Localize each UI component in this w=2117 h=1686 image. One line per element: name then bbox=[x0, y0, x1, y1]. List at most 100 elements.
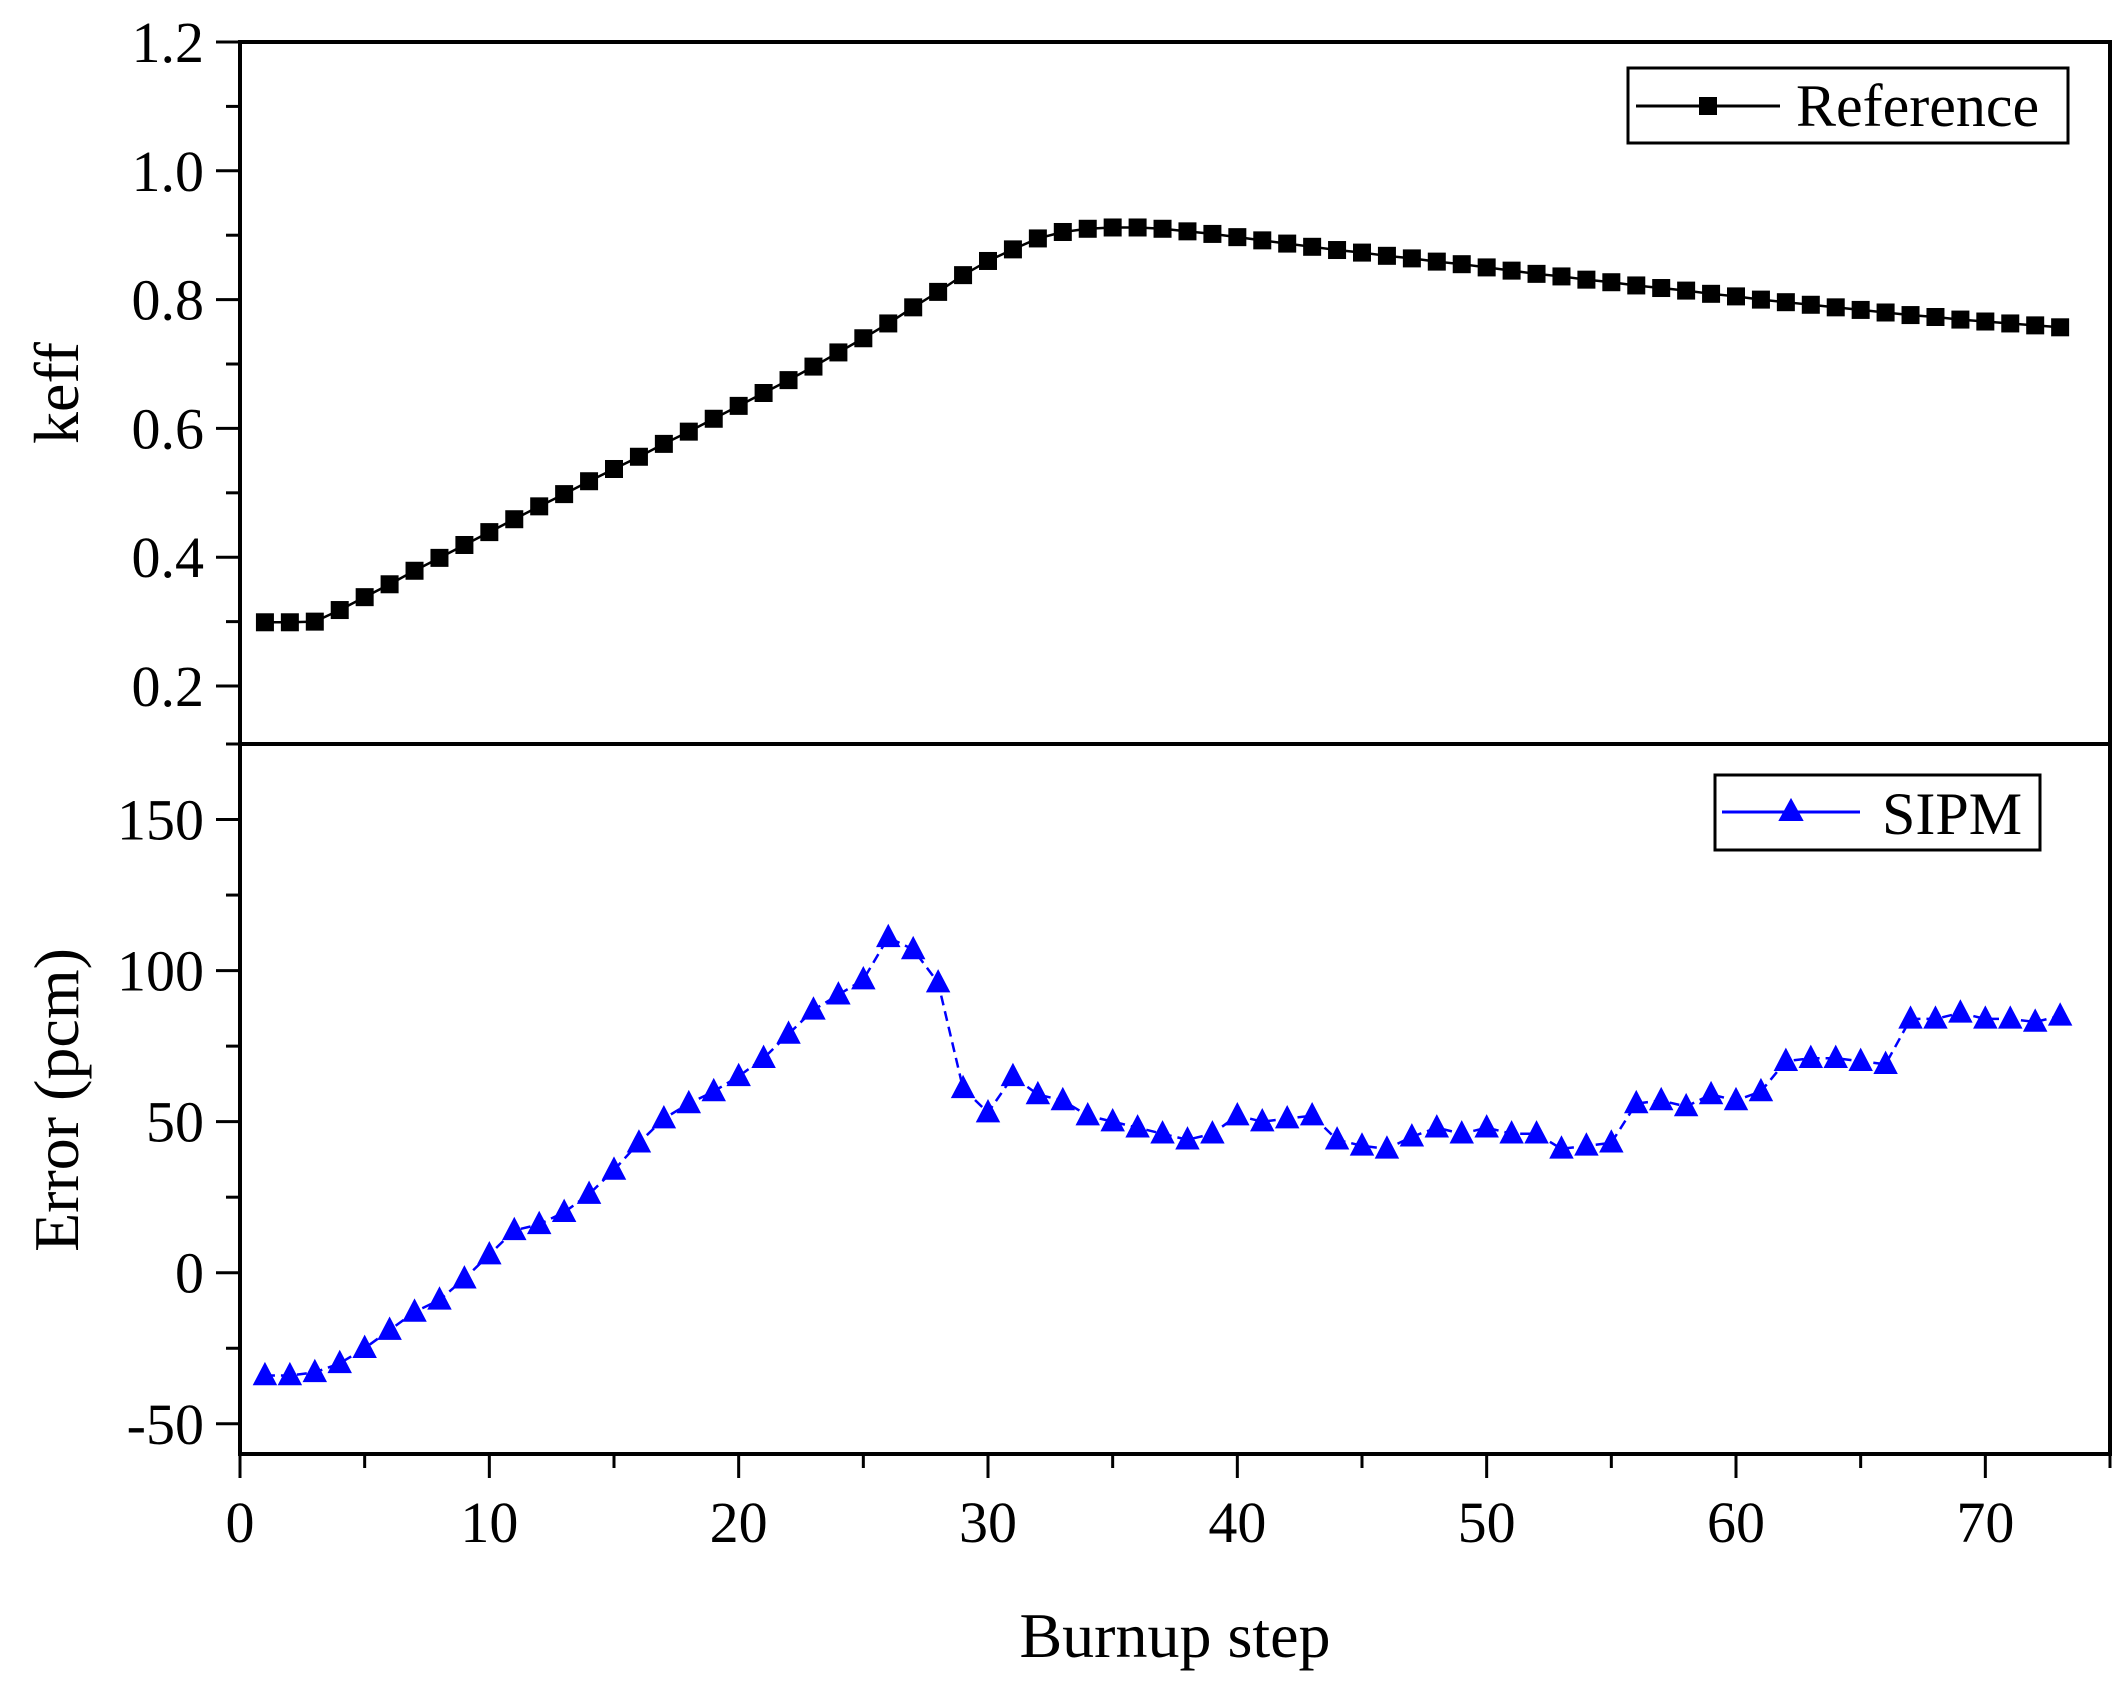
data-point bbox=[305, 612, 324, 631]
series-line bbox=[264, 226, 2061, 624]
data-point bbox=[751, 1044, 776, 1068]
legend-sipm-label: SIPM bbox=[1882, 781, 2022, 847]
data-point bbox=[1003, 240, 1022, 259]
data-point bbox=[726, 1062, 751, 1087]
data-point bbox=[1078, 219, 1097, 238]
data-point bbox=[1798, 1044, 1824, 1068]
data-point bbox=[452, 1265, 477, 1289]
x-tick-label: 20 bbox=[710, 1490, 768, 1555]
data-point bbox=[704, 409, 723, 428]
data-point bbox=[477, 1240, 502, 1265]
data-point bbox=[601, 1156, 627, 1180]
data-point bbox=[1549, 1135, 1574, 1159]
data-point bbox=[402, 1298, 427, 1322]
data-point bbox=[1028, 229, 1047, 248]
data-point bbox=[1427, 252, 1446, 271]
data-point bbox=[1153, 219, 1172, 238]
data-point bbox=[1577, 270, 1596, 289]
data-point bbox=[1449, 1120, 1474, 1144]
data-point bbox=[2022, 1008, 2048, 1032]
data-point bbox=[651, 1105, 677, 1129]
data-point bbox=[1873, 1050, 1898, 1075]
data-point bbox=[280, 613, 299, 632]
data-point bbox=[1502, 261, 1521, 280]
data-point bbox=[430, 548, 449, 567]
data-point bbox=[1000, 1062, 1026, 1087]
data-point bbox=[654, 434, 673, 453]
data-point bbox=[1225, 1102, 1250, 1126]
x-tick-label: 60 bbox=[1707, 1490, 1765, 1555]
data-point bbox=[701, 1077, 726, 1102]
top-plot-frame bbox=[238, 40, 2112, 746]
data-point bbox=[255, 613, 274, 632]
data-point bbox=[1399, 1123, 1425, 1147]
y-tick-label: 1.0 bbox=[132, 139, 205, 204]
data-point bbox=[1976, 312, 1995, 331]
data-point bbox=[1776, 293, 1795, 312]
data-point bbox=[1203, 224, 1222, 243]
data-point bbox=[1050, 1086, 1076, 1111]
bottom-ticks: -50 0 50 100 150 bbox=[117, 742, 240, 1457]
y-tick-label: 0.2 bbox=[132, 654, 205, 719]
series-line bbox=[264, 935, 2061, 1377]
data-point bbox=[1727, 287, 1745, 306]
sipm-series bbox=[252, 923, 2073, 1386]
data-point bbox=[1353, 243, 1371, 262]
data-point bbox=[1602, 273, 1621, 292]
data-point bbox=[1973, 1005, 1998, 1029]
data-point bbox=[1848, 1047, 1873, 1071]
data-point bbox=[1599, 1129, 1624, 1153]
x-tick-label: 10 bbox=[460, 1490, 518, 1555]
data-point bbox=[851, 966, 876, 990]
data-point bbox=[1801, 295, 1820, 314]
data-point bbox=[502, 1216, 527, 1241]
x-axis: 0 10 20 30 40 50 60 70 bbox=[226, 1454, 2112, 1555]
data-point bbox=[1103, 218, 1122, 237]
legend-sipm: SIPM bbox=[1713, 773, 2042, 852]
data-point bbox=[954, 266, 973, 285]
data-point bbox=[754, 384, 773, 402]
y-tick-label: 0.8 bbox=[132, 268, 205, 333]
data-point bbox=[929, 282, 948, 301]
data-point bbox=[876, 923, 901, 948]
data-point bbox=[1948, 999, 1973, 1023]
data-point bbox=[1574, 1132, 1599, 1156]
data-point bbox=[1474, 1114, 1499, 1138]
data-point bbox=[1673, 1092, 1699, 1117]
data-point bbox=[626, 1129, 652, 1153]
y-tick-label: 0.6 bbox=[132, 396, 205, 461]
data-point bbox=[1424, 1114, 1450, 1138]
data-point bbox=[1898, 1005, 1923, 1029]
bottom-y-axis-title: Error (pcm) bbox=[21, 948, 92, 1252]
data-point bbox=[555, 485, 574, 504]
data-point bbox=[405, 561, 424, 580]
data-point bbox=[505, 510, 524, 529]
data-point bbox=[1402, 249, 1421, 268]
data-point bbox=[975, 1098, 1001, 1123]
top-y-axis-title: keff bbox=[21, 341, 92, 444]
data-point bbox=[1698, 1080, 1724, 1105]
data-point bbox=[526, 1210, 552, 1235]
data-point bbox=[1452, 255, 1471, 274]
data-point bbox=[1951, 310, 1970, 329]
data-point bbox=[950, 1074, 976, 1099]
data-point bbox=[1278, 234, 1297, 253]
data-point bbox=[1527, 264, 1546, 283]
data-point bbox=[1253, 231, 1272, 250]
data-point bbox=[1923, 1005, 1948, 1029]
panel-bottom: -50 0 50 100 150 Error (pcm) SIPM bbox=[21, 742, 2112, 1457]
data-point bbox=[1303, 237, 1322, 256]
data-point bbox=[1876, 303, 1895, 322]
data-point bbox=[854, 329, 873, 348]
data-point bbox=[1648, 1086, 1674, 1111]
data-point bbox=[355, 588, 374, 607]
data-point bbox=[2001, 314, 2020, 333]
data-point bbox=[1299, 1102, 1325, 1126]
data-point bbox=[2026, 316, 2045, 335]
data-point bbox=[480, 523, 499, 542]
data-point bbox=[629, 447, 648, 466]
y-tick-label: 150 bbox=[117, 788, 204, 853]
data-point bbox=[427, 1286, 452, 1310]
data-point bbox=[1748, 1077, 1774, 1102]
